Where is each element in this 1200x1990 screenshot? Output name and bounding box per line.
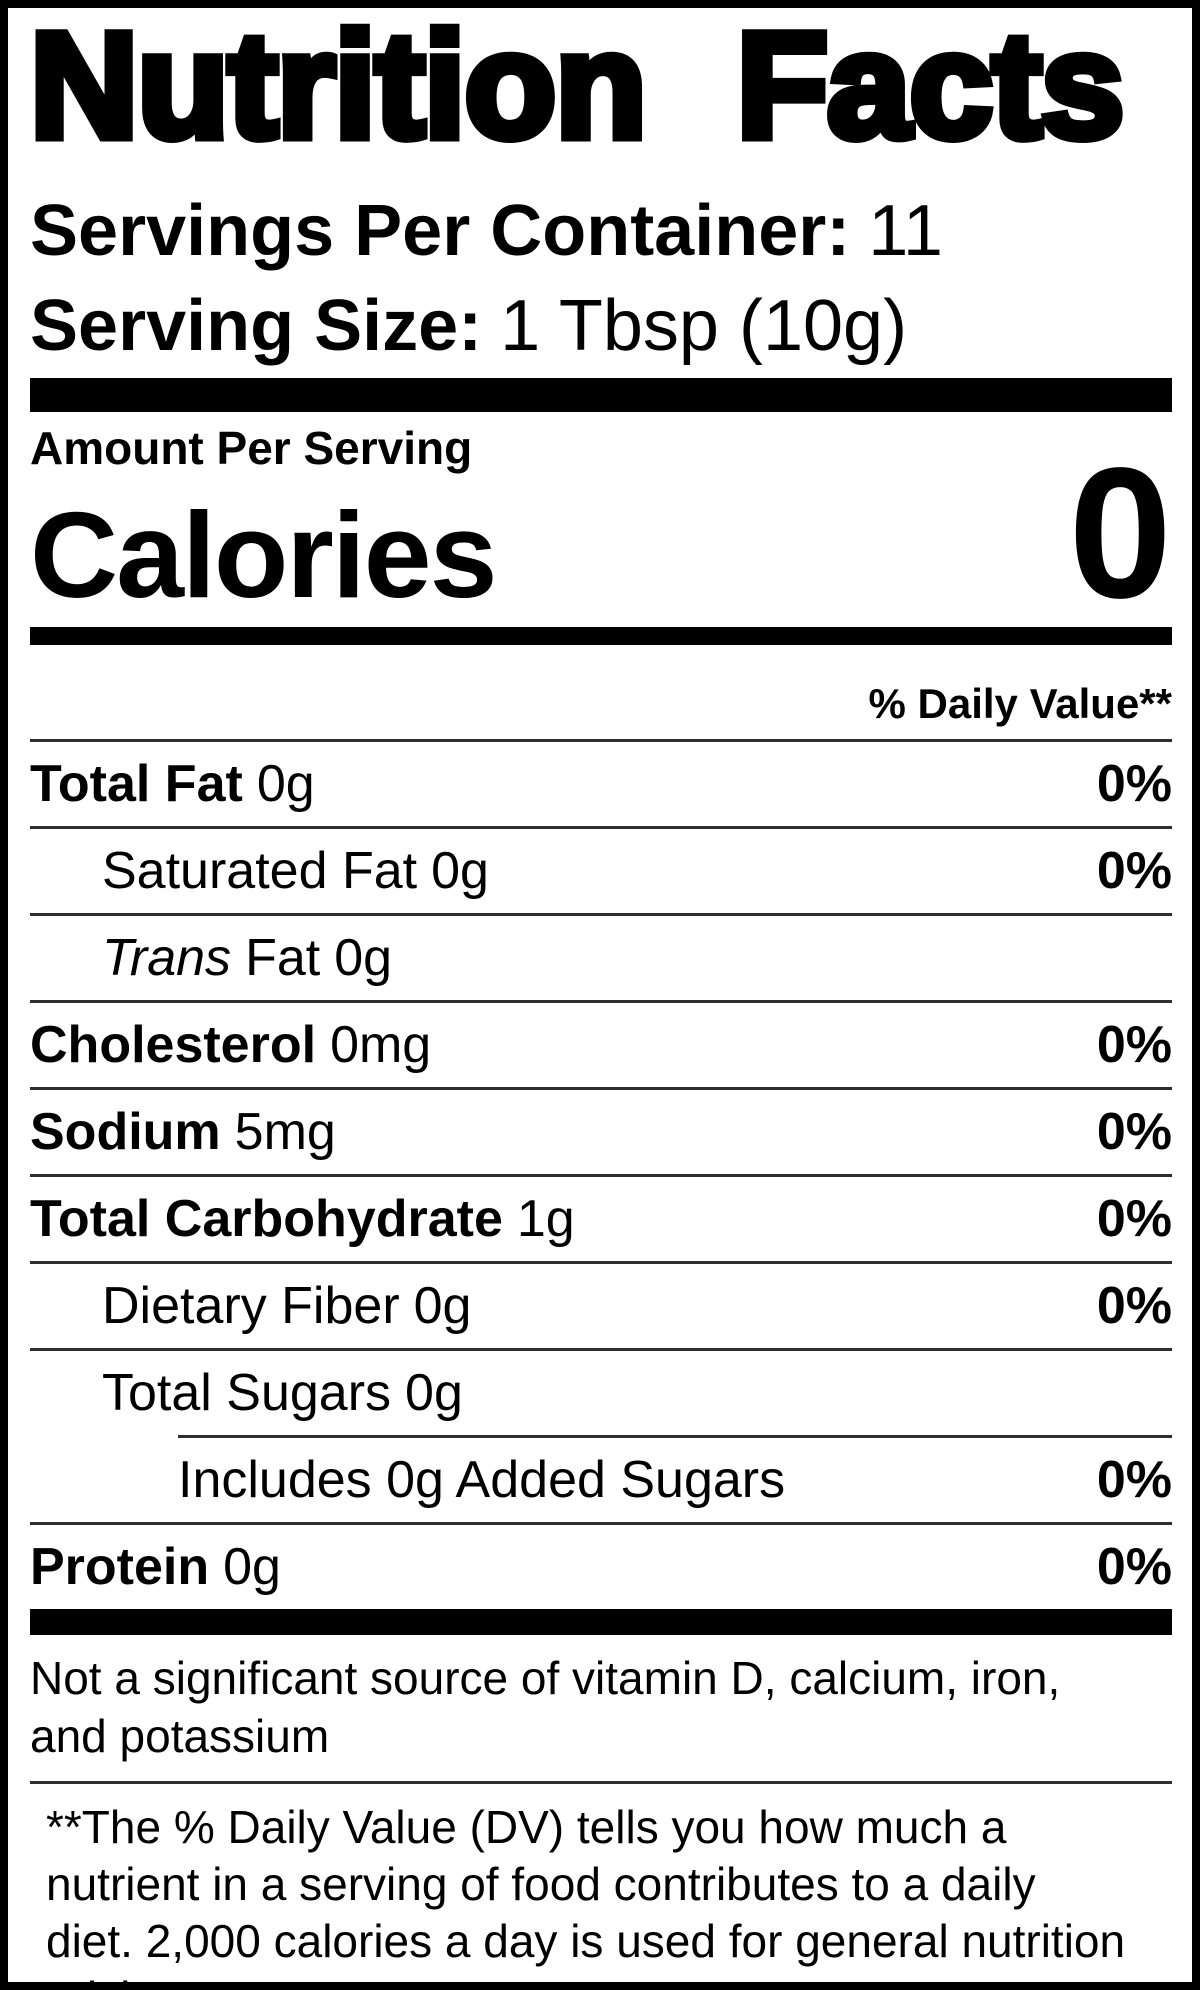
row-trans-fat-name: Fat <box>245 929 321 987</box>
not-significant-note: Not a significant source of vitamin D, c… <box>30 1652 1061 1762</box>
row-protein-dv: 0% <box>1096 1538 1172 1596</box>
row-total-fat-dv: 0% <box>1096 755 1172 813</box>
row-saturated-fat-amount: 0g <box>431 842 489 900</box>
row-total-fat-name: Total Fat <box>30 755 243 813</box>
row-total-carbohydrate-amount: 1g <box>516 1190 575 1248</box>
servings-per-container-label: Servings Per Container: <box>30 191 851 271</box>
amount-per-serving-heading: Amount Per Serving <box>30 422 473 474</box>
servings-per-container-value: 11 <box>868 191 943 271</box>
thick-divider-bottom <box>30 1609 1172 1635</box>
daily-value-header: % Daily Value** <box>868 680 1173 727</box>
medium-divider-calories <box>30 627 1172 645</box>
row-cholesterol-amount: 0mg <box>330 1016 432 1074</box>
row-trans-fat-name-italic: Trans <box>102 929 232 987</box>
row-dietary-fiber-name: Dietary Fiber <box>102 1277 400 1335</box>
row-dietary-fiber-dv: 0% <box>1096 1277 1172 1335</box>
footnote-section: **The % Daily Value (DV) tells you how m… <box>30 1781 1172 1982</box>
row-total-sugars-amount: 0g <box>405 1364 463 1422</box>
row-total-fat: Total Fat 0g 0% <box>30 739 1172 826</box>
row-total-carbohydrate-dv: 0% <box>1096 1190 1172 1248</box>
calories-row: Calories 0 <box>30 441 1172 627</box>
row-total-sugars: Total Sugars 0g <box>30 1348 1172 1435</box>
daily-value-footnote: **The % Daily Value (DV) tells you how m… <box>46 1801 1126 1982</box>
row-protein-name: Protein <box>30 1538 210 1596</box>
calories-value: 0 <box>1068 430 1172 637</box>
label-title: Nutrition Facts <box>26 1 1129 169</box>
row-added-sugars-name: Includes 0g Added Sugars <box>178 1451 786 1509</box>
row-trans-fat-amount: 0g <box>334 929 393 987</box>
calories-label: Calories <box>30 487 497 623</box>
row-trans-fat: Trans Fat 0g <box>30 913 1172 1000</box>
row-cholesterol-dv: 0% <box>1096 1016 1172 1074</box>
row-sodium: Sodium 5mg 0% <box>30 1087 1172 1174</box>
row-dietary-fiber: Dietary Fiber 0g 0% <box>30 1261 1172 1348</box>
serving-info: Servings Per Container: 11 Serving Size: 1… <box>30 184 1172 374</box>
row-total-carbohydrate: Total Carbohydrate 1g 0% <box>30 1174 1172 1261</box>
row-saturated-fat-name: Saturated Fat <box>102 842 418 900</box>
thick-divider-top <box>30 378 1172 412</box>
nutrient-rows: Total Fat 0g 0% Saturated Fat 0g 0% Trans F… <box>30 739 1172 1609</box>
row-saturated-fat-dv: 0% <box>1096 842 1172 900</box>
row-dietary-fiber-amount: 0g <box>413 1277 472 1335</box>
row-total-fat-amount: 0g <box>256 755 315 813</box>
row-sodium-amount: 5mg <box>234 1103 336 1161</box>
serving-size-label: Serving Size: <box>30 286 483 366</box>
row-protein-amount: 0g <box>223 1538 281 1596</box>
servings-per-container-line: Servings Per Container: 11 <box>30 184 1172 279</box>
row-added-sugars-dv: 0% <box>1096 1451 1172 1509</box>
serving-size-line: Serving Size: 1 Tbsp (10g) <box>30 279 1172 374</box>
row-total-carbohydrate-name: Total Carbohydrate <box>30 1190 503 1248</box>
row-cholesterol-name: Cholesterol <box>30 1016 317 1074</box>
row-protein: Protein 0g 0% <box>30 1522 1172 1609</box>
serving-size-value: 1 Tbsp (10g) <box>500 286 908 366</box>
row-cholesterol: Cholesterol 0mg 0% <box>30 1000 1172 1087</box>
row-sodium-name: Sodium <box>30 1103 221 1161</box>
row-total-sugars-name: Total Sugars <box>102 1364 392 1422</box>
row-sodium-dv: 0% <box>1096 1103 1172 1161</box>
row-saturated-fat: Saturated Fat 0g 0% <box>30 826 1172 913</box>
row-added-sugars: Includes 0g Added Sugars 0% <box>178 1435 1172 1522</box>
